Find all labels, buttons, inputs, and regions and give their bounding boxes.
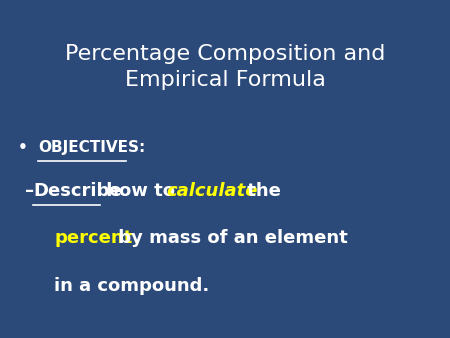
Text: calculate: calculate — [166, 182, 258, 200]
Text: –: – — [25, 182, 34, 200]
Text: •: • — [18, 140, 28, 154]
Text: percent: percent — [54, 229, 132, 247]
Text: by mass of an element: by mass of an element — [112, 229, 348, 247]
Text: the: the — [241, 182, 281, 200]
Text: OBJECTIVES:: OBJECTIVES: — [38, 140, 145, 154]
Text: how to: how to — [99, 182, 181, 200]
Text: Describe: Describe — [33, 182, 122, 200]
Text: in a compound.: in a compound. — [54, 276, 209, 295]
Text: Percentage Composition and
Empirical Formula: Percentage Composition and Empirical For… — [65, 44, 385, 90]
